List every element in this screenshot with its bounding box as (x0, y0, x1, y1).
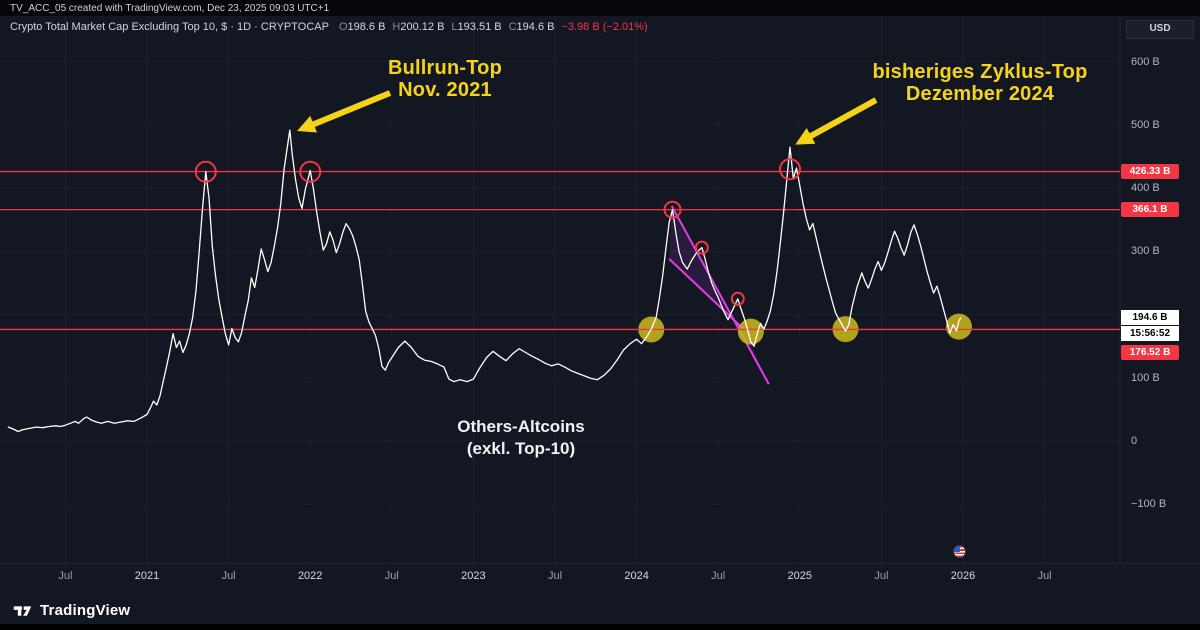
price-axis-tick: 0 (1131, 435, 1138, 447)
time-axis-tick: 2021 (134, 570, 160, 582)
watermark-text: TV_ACC_05 created with TradingView.com, … (10, 3, 330, 14)
tradingview-logo-icon (13, 605, 32, 616)
last-price-label: 194.6 B (1121, 310, 1179, 325)
time-axis-tick: Jul (874, 570, 889, 582)
us-flag-holiday-icon[interactable] (953, 545, 966, 558)
chart-legend: Crypto Total Market Cap Excluding Top 10… (10, 21, 648, 33)
top-marker-circle[interactable] (730, 291, 745, 306)
top-marker-circle[interactable] (299, 160, 322, 183)
trendline-drawing[interactable] (668, 258, 745, 331)
price-line-series (7, 129, 962, 433)
ohlc-values: O198.6 B H200.12 B L193.51 B C194.6 B (339, 21, 562, 33)
annotation-cycle-top[interactable]: bisheriges Zyklus-Top Dezember 2024 (838, 61, 1122, 105)
price-axis-tick: 500 B (1131, 119, 1160, 131)
time-axis-tick: 2024 (624, 570, 649, 582)
annotation-bullrun-line1: Bullrun-Top (387, 57, 503, 79)
annotation-bullrun-top[interactable]: Bullrun-Top Nov. 2021 (330, 57, 560, 101)
time-axis[interactable]: Jul 2021 Jul 2022 Jul 2023 Jul 2024 Jul 2025 Jul 20… (0, 563, 1200, 594)
ohlc-value: 193.51 B (457, 21, 502, 33)
time-axis-tick: Jul (384, 570, 399, 582)
time-axis-tick: Jul (547, 570, 563, 582)
annotation-bullrun-line2: Nov. 2021 (398, 79, 492, 101)
top-marker-circle[interactable] (663, 200, 682, 219)
price-level-label: 366.1 B (1121, 201, 1179, 217)
bottom-strip (0, 624, 1200, 630)
time-axis-tick: Jul (221, 570, 236, 582)
symbol-title[interactable]: Crypto Total Market Cap Excluding Top 10… (10, 21, 329, 33)
countdown-label: 15:56:52 (1121, 325, 1179, 341)
price-axis-tick: −100 B (1131, 498, 1167, 511)
time-axis-tick: Jul (711, 570, 726, 582)
top-marker-circle[interactable] (779, 158, 802, 181)
annotation-cycle-line2: Dezember 2024 (905, 83, 1055, 105)
time-axis-tick: 2025 (787, 570, 813, 582)
price-axis-tick: 300 B (1131, 245, 1160, 258)
ohlc-letter: H (392, 21, 401, 33)
time-axis-tick: 2023 (461, 570, 486, 582)
price-axis-tick: 400 B (1131, 182, 1160, 195)
tradingview-branding[interactable]: TradingView (12, 598, 130, 622)
change-value: −3.98 B (−2.01%) (561, 21, 648, 33)
ohlc-value: 194.6 B (516, 21, 555, 33)
bottom-marker-circle[interactable] (737, 318, 764, 345)
ohlc-letter: L (451, 21, 458, 33)
flag-canton (954, 546, 960, 552)
ohlc-value: 200.12 B (400, 21, 445, 33)
price-level-label: 176.52 B (1121, 345, 1179, 360)
ohlc-value: 198.6 B (347, 21, 386, 33)
price-axis-tick: 100 B (1131, 371, 1160, 384)
series-label-line2: (exkl. Top-10) (466, 439, 576, 458)
ohlc-letter: O (338, 21, 348, 33)
time-axis-tick: Jul (58, 570, 73, 582)
series-label-line1: Others-Altcoins (457, 417, 585, 436)
top-marker-circle[interactable] (694, 240, 709, 255)
ohlc-letter: C (508, 21, 517, 33)
time-axis-tick: 2022 (297, 570, 323, 582)
top-strip (0, 0, 1200, 16)
bottom-marker-circle[interactable] (945, 313, 972, 340)
price-axis-tick: 600 B (1131, 55, 1160, 68)
tradingview-logo-text: TradingView (40, 601, 131, 619)
trendline-drawing[interactable] (670, 205, 770, 385)
channel-fill (669, 205, 769, 385)
price-axis[interactable]: 600 B 500 B 400 B 300 B 100 B 0 −100 B 426.33 … (1120, 0, 1200, 563)
annotation-cycle-line1: bisheriges Zyklus-Top (872, 61, 1088, 83)
annotation-arrow[interactable] (297, 90, 392, 133)
annotation-series-label[interactable]: Others-Altcoins (exkl. Top-10) (414, 416, 628, 460)
time-axis-tick: 2026 (950, 570, 976, 582)
currency-usd-button[interactable]: USD (1126, 20, 1194, 39)
top-marker-circle[interactable] (194, 160, 217, 183)
time-axis-tick: Jul (1037, 570, 1052, 582)
price-level-label: 426.33 B (1121, 163, 1179, 179)
annotation-arrow[interactable] (795, 97, 878, 145)
